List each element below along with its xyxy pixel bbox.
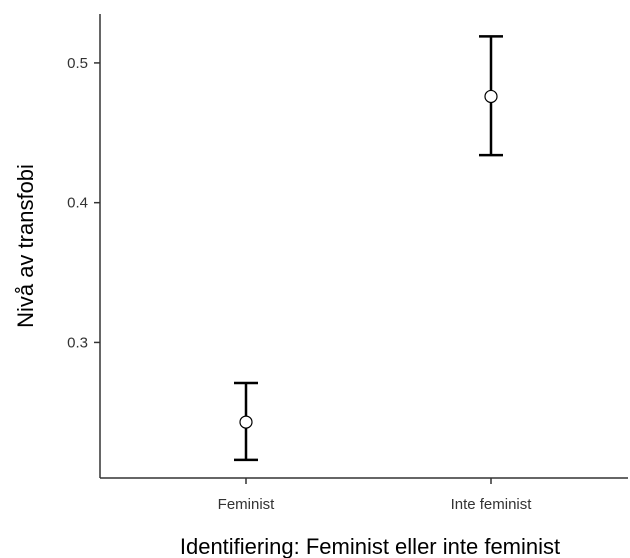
y-tick-label: 0.5 xyxy=(67,55,88,72)
y-tick-label: 0.4 xyxy=(67,195,88,212)
x-tick-label: Inte feminist xyxy=(451,496,533,513)
mean-point xyxy=(484,89,498,104)
x-tick-label: Feminist xyxy=(218,496,276,513)
y-axis-title: Nivå av transfobi xyxy=(13,164,38,328)
x-axis-ticks: Feminist Inte feminist xyxy=(218,478,533,513)
y-tick-label: 0.3 xyxy=(67,334,88,351)
error-bars xyxy=(234,35,503,462)
mean-point xyxy=(239,415,253,429)
x-axis-title: Identifiering: Feminist eller inte femin… xyxy=(180,534,560,558)
y-axis-ticks: 0.3 0.4 0.5 xyxy=(67,55,100,351)
